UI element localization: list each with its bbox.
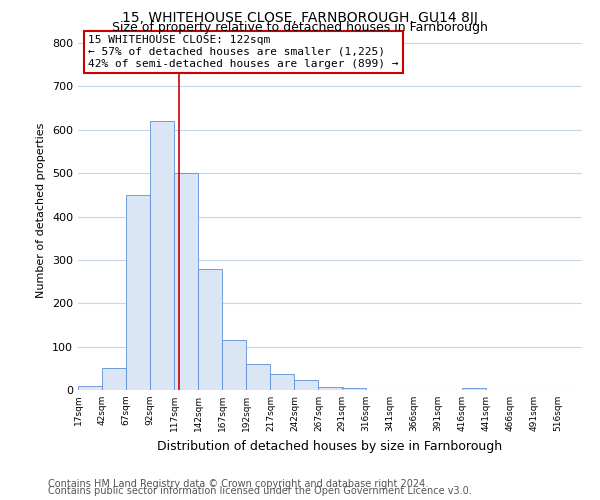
Bar xyxy=(222,340,247,390)
Bar xyxy=(102,368,126,390)
Bar xyxy=(462,388,486,390)
Text: 15 WHITEHOUSE CLOSE: 122sqm
← 57% of detached houses are smaller (1,225)
42% of : 15 WHITEHOUSE CLOSE: 122sqm ← 57% of det… xyxy=(88,36,398,68)
Bar xyxy=(341,388,365,390)
Bar xyxy=(150,121,174,390)
Bar xyxy=(247,364,271,390)
Text: 15, WHITEHOUSE CLOSE, FARNBOROUGH, GU14 8JJ: 15, WHITEHOUSE CLOSE, FARNBOROUGH, GU14 … xyxy=(122,11,478,25)
Bar xyxy=(126,195,150,390)
Bar xyxy=(295,380,319,390)
Bar xyxy=(271,374,295,390)
Bar xyxy=(174,173,198,390)
Bar xyxy=(78,386,102,390)
Text: Contains public sector information licensed under the Open Government Licence v3: Contains public sector information licen… xyxy=(48,486,472,496)
Y-axis label: Number of detached properties: Number of detached properties xyxy=(37,122,46,298)
X-axis label: Distribution of detached houses by size in Farnborough: Distribution of detached houses by size … xyxy=(157,440,503,452)
Bar xyxy=(319,386,343,390)
Text: Contains HM Land Registry data © Crown copyright and database right 2024.: Contains HM Land Registry data © Crown c… xyxy=(48,479,428,489)
Text: Size of property relative to detached houses in Farnborough: Size of property relative to detached ho… xyxy=(112,21,488,34)
Bar xyxy=(198,268,222,390)
